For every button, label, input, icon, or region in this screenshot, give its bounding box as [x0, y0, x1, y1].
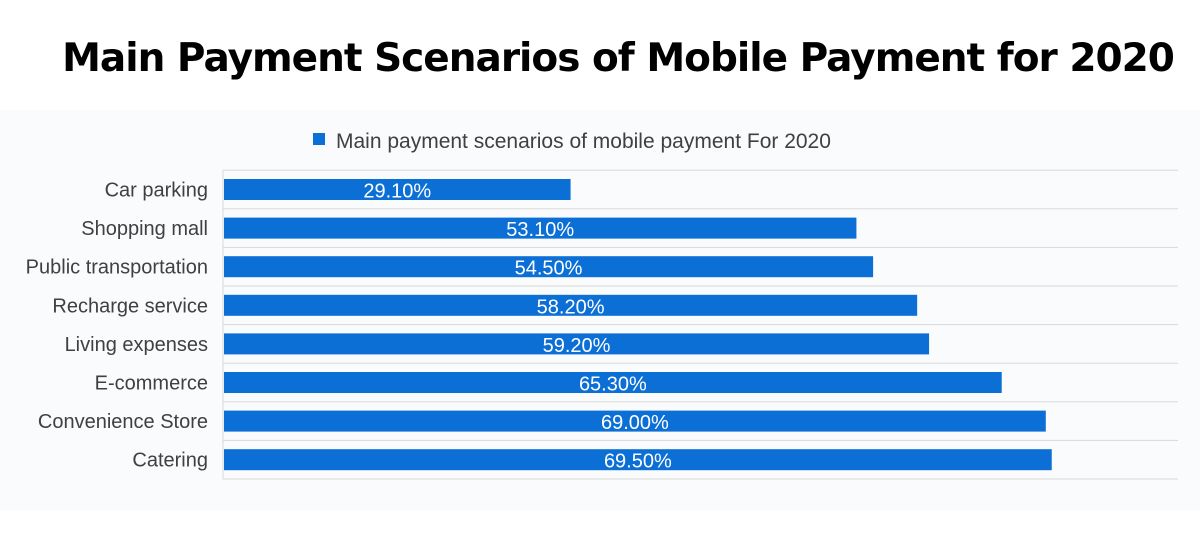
bar [224, 294, 918, 316]
category-label: Car parking [105, 180, 208, 202]
bar [224, 217, 857, 239]
data-label: 69.50% [604, 451, 672, 473]
data-label: 58.20% [537, 296, 605, 318]
bar [224, 410, 1046, 432]
data-label: 59.20% [543, 335, 611, 357]
bar [224, 449, 1052, 471]
category-label: Public transportation [26, 257, 208, 279]
legend-label: Main payment scenarios of mobile payment… [336, 130, 831, 153]
data-label: 65.30% [579, 374, 647, 396]
data-label: 29.10% [363, 181, 431, 203]
category-label: Recharge service [52, 295, 208, 317]
data-label: 54.50% [515, 258, 583, 280]
category-label: E-commerce [95, 373, 208, 395]
gridlines [223, 169, 1178, 480]
bar [224, 333, 930, 355]
data-label: 53.10% [506, 219, 574, 241]
category-label: Convenience Store [38, 411, 208, 433]
bar [224, 256, 874, 278]
bar [224, 179, 571, 200]
category-label: Shopping mall [81, 218, 208, 240]
category-label: Catering [132, 450, 208, 472]
legend: Main payment scenarios of mobile payment… [313, 130, 831, 153]
y-axis: Car parking Shopping mall Public transport… [26, 170, 224, 479]
legend-swatch [313, 133, 325, 145]
category-label: Living expenses [65, 334, 208, 356]
bar [224, 372, 1002, 393]
bars: 29.10% 53.10% 54.50% 58.20% 59.20% 65.30% 69.0… [224, 179, 1052, 473]
data-label: 69.00% [601, 412, 669, 434]
page-title: Main Payment Scenarios of Mobile Payment… [62, 36, 1175, 81]
